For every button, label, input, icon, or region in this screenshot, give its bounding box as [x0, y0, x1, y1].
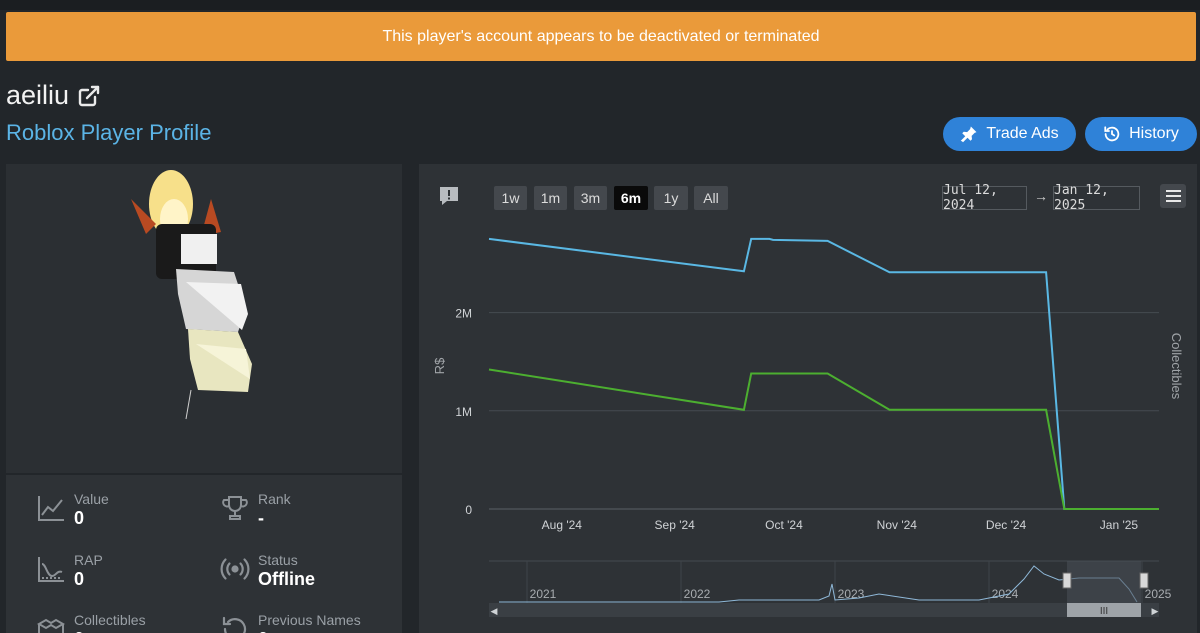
previous-names-value: 0 [258, 628, 361, 633]
banner-message: This player's account appears to be deac… [382, 27, 820, 45]
series-line-value[interactable] [488, 237, 1159, 510]
x-tick-label: Nov '24 [877, 518, 918, 532]
hamburger-icon-line [1165, 195, 1181, 197]
scroll-grip-icon: III [1100, 606, 1108, 617]
trade-ads-button[interactable]: Trade Ads [943, 117, 1076, 151]
scroll-left-arrow-icon[interactable]: ◀ [491, 606, 498, 616]
y-tick-label: 2M [455, 307, 472, 321]
trade-ads-label: Trade Ads [986, 125, 1059, 142]
value-amount: 0 [74, 508, 85, 528]
name-history-icon [222, 616, 247, 633]
stat-collectibles: Collectibles 0 [36, 612, 146, 633]
chart-menu-button[interactable] [1160, 184, 1186, 208]
navigator-right-handle[interactable] [1139, 572, 1149, 589]
scroll-right-arrow-icon[interactable]: ▶ [1152, 606, 1159, 616]
x-tick-label: Dec '24 [986, 518, 1027, 532]
stat-previous-names: Previous Names 0 [220, 612, 361, 633]
y-tick-label: 1M [455, 405, 472, 419]
boxes-icon [36, 618, 66, 633]
x-tick-label: Aug '24 [542, 518, 583, 532]
rap-value: 0 [74, 569, 85, 589]
previous-names-label: Previous Names [258, 612, 361, 628]
page-subtitle: Roblox Player Profile [6, 120, 212, 145]
y-axis-label: R$ [432, 357, 447, 374]
stat-rap: RAP 0 [36, 552, 103, 590]
area-chart-icon [38, 557, 64, 582]
top-bar [0, 0, 1200, 10]
hamburger-icon-line [1165, 200, 1181, 202]
navigator-year-label: 2021 [530, 587, 557, 601]
range-3m-button[interactable]: 3m [574, 186, 607, 210]
range-1w-button[interactable]: 1w [494, 186, 527, 210]
rank-label: Rank [258, 491, 291, 507]
range-1m-button[interactable]: 1m [534, 186, 567, 210]
collectibles-value: 0 [74, 628, 146, 633]
line-chart-icon [38, 496, 64, 521]
trophy-icon [222, 496, 248, 520]
stat-status: Status Offline [220, 552, 315, 590]
x-tick-label: Jan '25 [1100, 518, 1139, 532]
y-tick-label: 0 [465, 503, 472, 517]
navigator-year-label: 2022 [684, 587, 711, 601]
comment-alert-icon[interactable] [437, 184, 461, 213]
status-value: Offline [258, 569, 315, 589]
player-name: aeiliu [6, 80, 101, 111]
price-chart: Aug '24 Sep '24 Oct '24 Nov '24 Dec '24 Jan '… [432, 237, 1184, 617]
external-link-icon[interactable] [77, 84, 101, 108]
navigator-background [489, 561, 1159, 603]
from-date-input[interactable]: Jul 12, 2024 [942, 183, 1027, 213]
history-button[interactable]: History [1085, 117, 1197, 151]
history-label: History [1129, 125, 1179, 142]
range-1y-button[interactable]: 1y [654, 186, 688, 210]
y2-axis-label: Collectibles [1169, 333, 1184, 400]
value-label: Value [74, 491, 109, 507]
rap-label: RAP [74, 552, 103, 568]
status-label: Status [258, 552, 298, 568]
stats-panel: Value 0 Rank - RAP 0 Status Offline [6, 475, 402, 633]
chart-panel: 1w 1m 3m 6m 1y All Jul 12, 2024 → Jan 12… [419, 164, 1197, 633]
navigator-selection[interactable] [1067, 561, 1141, 603]
range-6m-button[interactable]: 6m [614, 186, 648, 210]
history-icon [1103, 125, 1121, 143]
range-all-button[interactable]: All [694, 186, 728, 210]
deactivated-banner: This player's account appears to be deac… [6, 12, 1196, 61]
series-line-rap[interactable] [488, 368, 1159, 510]
broadcast-icon [220, 558, 250, 580]
avatar-panel [6, 164, 402, 473]
date-arrow: → [1034, 188, 1048, 204]
stat-value: Value 0 [36, 491, 109, 529]
to-date-input[interactable]: Jan 12, 2025 [1053, 183, 1140, 213]
avatar-image [131, 170, 252, 420]
navigator-scrollbar-track[interactable] [489, 603, 1159, 617]
navigator-left-handle[interactable] [1062, 572, 1072, 589]
collectibles-label: Collectibles [74, 612, 146, 628]
navigator-scrollbar-thumb[interactable] [1067, 603, 1141, 617]
navigator-year-label: 2023 [838, 587, 865, 601]
navigator-year-label: 2025 [1145, 587, 1172, 601]
pin-icon [960, 125, 978, 143]
navigator[interactable]: 2021 2022 2023 2024 2025 III ◀ ▶ [489, 560, 1172, 617]
stat-rank: Rank - [220, 491, 291, 529]
hamburger-icon-line [1165, 190, 1181, 192]
x-tick-label: Oct '24 [765, 518, 803, 532]
rank-value: - [258, 508, 264, 528]
x-tick-label: Sep '24 [655, 518, 696, 532]
navigator-year-label: 2024 [992, 587, 1019, 601]
username: aeiliu [6, 80, 70, 110]
